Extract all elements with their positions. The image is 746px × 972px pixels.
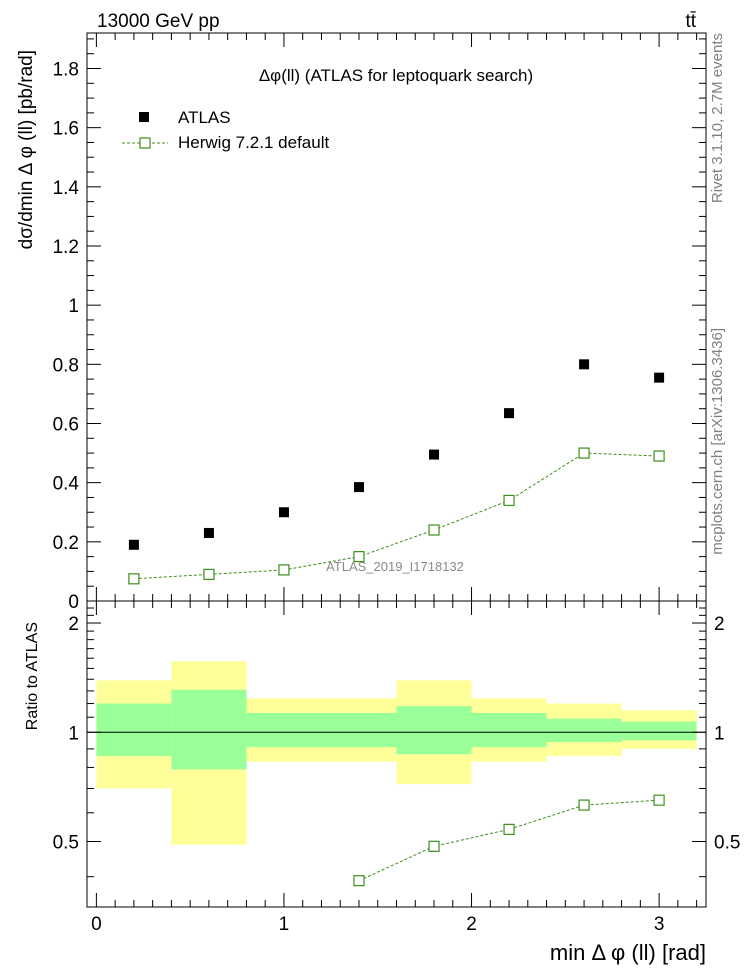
ratio-y-tick-label-right: 0.5 — [714, 833, 740, 854]
process-label: tt̄ — [685, 11, 696, 32]
atlas-point — [579, 359, 590, 370]
ratio-herwig-point — [653, 794, 665, 806]
legend-herwig-marker — [139, 137, 151, 149]
atlas-point — [654, 372, 665, 383]
x-tick-label: 0 — [91, 914, 102, 935]
ratio-herwig-point — [353, 875, 365, 887]
atlas-point — [429, 449, 440, 460]
ratio-y-tick-label: 2 — [68, 614, 79, 635]
main-panel: 0 0.2 0.4 0.6 0.8 1 1.2 1.4 1.6 1.8 Δφ(ll) (ATLAS… — [16, 32, 707, 613]
main-y-tick-label: 1 — [68, 296, 79, 317]
herwig-point — [428, 524, 440, 536]
main-marks — [128, 359, 665, 585]
ratio-marks — [353, 794, 665, 887]
herwig-point — [128, 573, 140, 585]
main-y-axis-label: dσ/dmin Δ φ (ll) [pb/rad] — [16, 50, 37, 249]
x-tick-label: 2 — [466, 914, 477, 935]
x-ticks: 0 1 2 3 — [91, 33, 698, 935]
atlas-point — [278, 507, 289, 518]
atlas-point — [128, 539, 139, 550]
herwig-point — [353, 551, 365, 563]
main-y-tick-label: 1.2 — [53, 237, 79, 258]
main-y-tick-label: 1.6 — [53, 119, 79, 140]
x-axis-label: min Δ φ (ll) [rad] — [550, 940, 706, 965]
ratio-stat-band — [246, 713, 322, 748]
main-y-tick-label: 0 — [68, 592, 79, 613]
rivet-label: Rivet 3.1.10, 2.7M events — [709, 33, 726, 203]
main-y-tick-label: 0.2 — [53, 533, 79, 554]
ratio-y-tick-label-right: 1 — [714, 723, 725, 744]
legend-atlas-marker — [139, 112, 149, 122]
atlas-point — [353, 482, 364, 493]
herwig-point — [203, 568, 215, 580]
legend-herwig-label: Herwig 7.2.1 default — [178, 133, 329, 152]
ratio-stat-band — [546, 718, 622, 743]
ratio-stat-band — [96, 703, 172, 757]
ratio-herwig-point — [428, 840, 440, 852]
ratio-y-tick-label: 1 — [68, 723, 79, 744]
main-y-tick-label: 0.4 — [53, 474, 80, 495]
ratio-stat-band — [321, 713, 397, 748]
x-tick-label: 1 — [279, 914, 290, 935]
herwig-point — [653, 450, 665, 462]
ratio-stat-band — [396, 706, 472, 755]
legend: ATLAS Herwig 7.2.1 default — [122, 108, 329, 152]
ratio-stat-band — [171, 689, 247, 770]
main-y-tick-label: 0.8 — [53, 355, 79, 376]
x-tick-label: 3 — [654, 914, 665, 935]
watermark: ATLAS_2019_I1718132 — [326, 559, 464, 574]
main-y-tick-label: 1.4 — [53, 178, 80, 199]
ratio-stat-band — [621, 721, 697, 741]
ratio-herwig-point — [578, 799, 590, 811]
herwig-point — [578, 447, 590, 459]
main-title: Δφ(ll) (ATLAS for leptoquark search) — [259, 66, 533, 85]
atlas-point — [203, 527, 214, 538]
ratio-y-ticks: 0.5 0.5 1 1 2 2 — [53, 607, 740, 878]
ratio-stat-band — [471, 713, 547, 748]
ratio-herwig-point — [503, 823, 515, 835]
ratio-frame — [86, 600, 707, 908]
energy-label: 13000 GeV pp — [97, 11, 220, 32]
main-y-tick-label: 0.6 — [53, 415, 79, 436]
herwig-line — [133, 452, 660, 580]
ratio-panel: 0.5 0.5 1 1 2 2 0 1 2 3 Ratio to ATLAS min Δ φ (… — [24, 33, 740, 965]
ratio-y-axis-label: Ratio to ATLAS — [24, 622, 41, 730]
herwig-point — [278, 564, 290, 576]
atlas-point — [504, 408, 515, 419]
mcplots-label: mcplots.cern.ch [arXiv:1306.3436] — [709, 328, 726, 555]
herwig-point — [503, 494, 515, 507]
legend-atlas-label: ATLAS — [178, 108, 231, 127]
ratio-herwig-line — [358, 799, 660, 882]
main-y-tick-label: 1.8 — [53, 60, 79, 81]
ratio-bands — [96, 661, 697, 845]
main-y-ticks: 0 0.2 0.4 0.6 0.8 1 1.2 1.4 1.6 1.8 — [53, 38, 706, 613]
ratio-y-tick-label: 0.5 — [53, 833, 79, 854]
ratio-y-tick-label-right: 2 — [714, 614, 725, 635]
